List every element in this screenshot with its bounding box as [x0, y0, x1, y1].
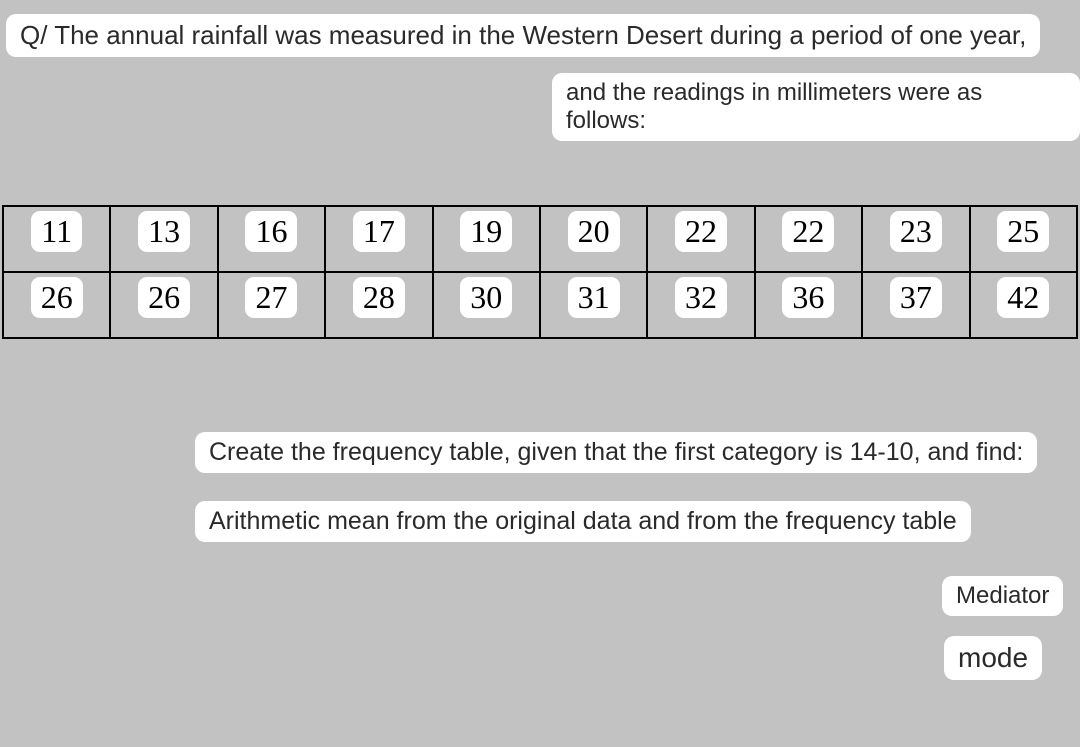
cell-value: 20: [568, 211, 620, 252]
cell-value: 16: [245, 211, 297, 252]
rainfall-data-table: 11 13 16 17 19 20 22 22 23 25 26 26 27 2…: [2, 205, 1078, 339]
cell-value: 17: [353, 211, 405, 252]
table-cell: 20: [540, 206, 647, 272]
table-cell: 36: [755, 272, 862, 338]
table-cell: 11: [3, 206, 110, 272]
cell-value: 25: [997, 211, 1049, 252]
table-cell: 25: [970, 206, 1077, 272]
table-cell: 37: [862, 272, 969, 338]
cell-value: 42: [997, 277, 1049, 318]
cell-value: 36: [782, 277, 834, 318]
table-cell: 22: [647, 206, 754, 272]
cell-value: 11: [31, 211, 82, 252]
table-cell: 26: [3, 272, 110, 338]
table-cell: 19: [433, 206, 540, 272]
table-cell: 27: [218, 272, 325, 338]
cell-value: 30: [460, 277, 512, 318]
cell-value: 26: [138, 277, 190, 318]
table-cell: 22: [755, 206, 862, 272]
cell-value: 31: [568, 277, 620, 318]
cell-value: 37: [890, 277, 942, 318]
table-cell: 17: [325, 206, 432, 272]
instruction-mediator: Mediator: [942, 576, 1063, 616]
cell-value: 32: [675, 277, 727, 318]
table-cell: 23: [862, 206, 969, 272]
table-row: 26 26 27 28 30 31 32 36 37 42: [3, 272, 1077, 338]
question-line-2: and the readings in millimeters were as …: [552, 73, 1080, 141]
table-cell: 30: [433, 272, 540, 338]
cell-value: 22: [782, 211, 834, 252]
cell-value: 23: [890, 211, 942, 252]
table-cell: 32: [647, 272, 754, 338]
table-cell: 31: [540, 272, 647, 338]
table-cell: 42: [970, 272, 1077, 338]
instruction-arithmetic-mean: Arithmetic mean from the original data a…: [195, 501, 971, 542]
question-line-1: Q/ The annual rainfall was measured in t…: [6, 14, 1040, 57]
table-cell: 28: [325, 272, 432, 338]
cell-value: 22: [675, 211, 727, 252]
table-row: 11 13 16 17 19 20 22 22 23 25: [3, 206, 1077, 272]
cell-value: 13: [138, 211, 190, 252]
table-cell: 26: [110, 272, 217, 338]
cell-value: 28: [353, 277, 405, 318]
cell-value: 26: [31, 277, 83, 318]
table-cell: 13: [110, 206, 217, 272]
cell-value: 19: [460, 211, 512, 252]
cell-value: 27: [245, 277, 297, 318]
instruction-frequency-table: Create the frequency table, given that t…: [195, 432, 1037, 473]
table-cell: 16: [218, 206, 325, 272]
instruction-mode: mode: [944, 636, 1042, 680]
